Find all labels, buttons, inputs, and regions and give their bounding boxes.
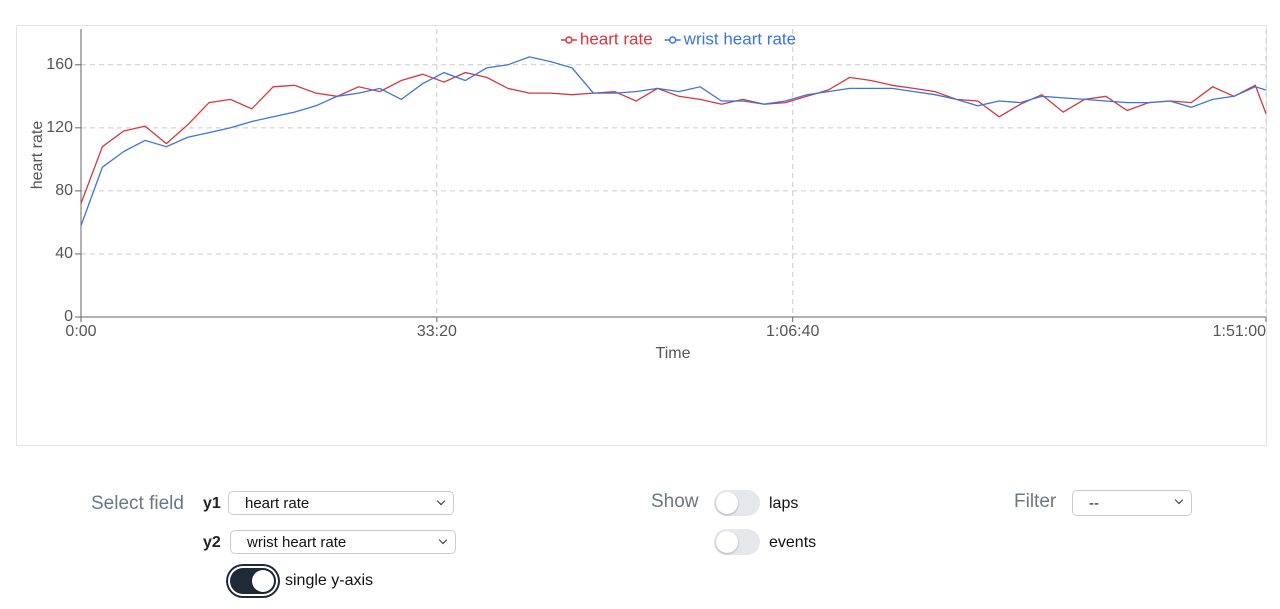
y-tick-label: 120	[46, 119, 73, 136]
y-tick-label: 160	[46, 56, 73, 73]
x-tick-label: 1:51:00	[1213, 323, 1266, 340]
chart: heart rate Time 0 40 80 120 160 0:00 33:20 1:06…	[29, 29, 1267, 362]
x-tick-label: 0:00	[65, 323, 96, 340]
events-toggle[interactable]	[714, 529, 760, 555]
y1-select[interactable]: heart rate	[228, 491, 454, 515]
y-tick-label: 0	[64, 308, 73, 325]
laps-label: laps	[769, 495, 799, 512]
legend-label: wrist heart rate	[683, 29, 796, 48]
legend-marker	[668, 36, 677, 44]
legend: heart rate wrist heart rate	[560, 29, 796, 48]
y1-label: y1	[203, 495, 221, 512]
x-tick-label: 33:20	[417, 323, 457, 340]
single-axis-toggle[interactable]	[230, 568, 276, 594]
y-tick-label: 40	[55, 245, 73, 262]
legend-label: heart rate	[580, 29, 653, 48]
y2-select[interactable]: wrist heart rate	[230, 530, 456, 554]
y-axis-label: heart rate	[29, 121, 46, 190]
show-label: Show	[651, 491, 699, 512]
series-line	[80, 71, 1267, 204]
laps-toggle[interactable]	[714, 490, 760, 516]
y-tick-label: 80	[55, 182, 73, 199]
chart-panel	[16, 25, 1267, 446]
filter-label: Filter	[1014, 491, 1057, 512]
select-field-label: Select field	[91, 493, 184, 514]
legend-marker	[565, 36, 573, 44]
x-axis-label: Time	[656, 345, 691, 362]
filter-select[interactable]: --	[1072, 490, 1192, 516]
x-tick-label: 1:06:40	[766, 323, 819, 340]
y2-label: y2	[203, 534, 221, 551]
series-line	[80, 56, 1267, 226]
events-label: events	[769, 534, 817, 551]
single-axis-label: single y-axis	[285, 572, 374, 589]
